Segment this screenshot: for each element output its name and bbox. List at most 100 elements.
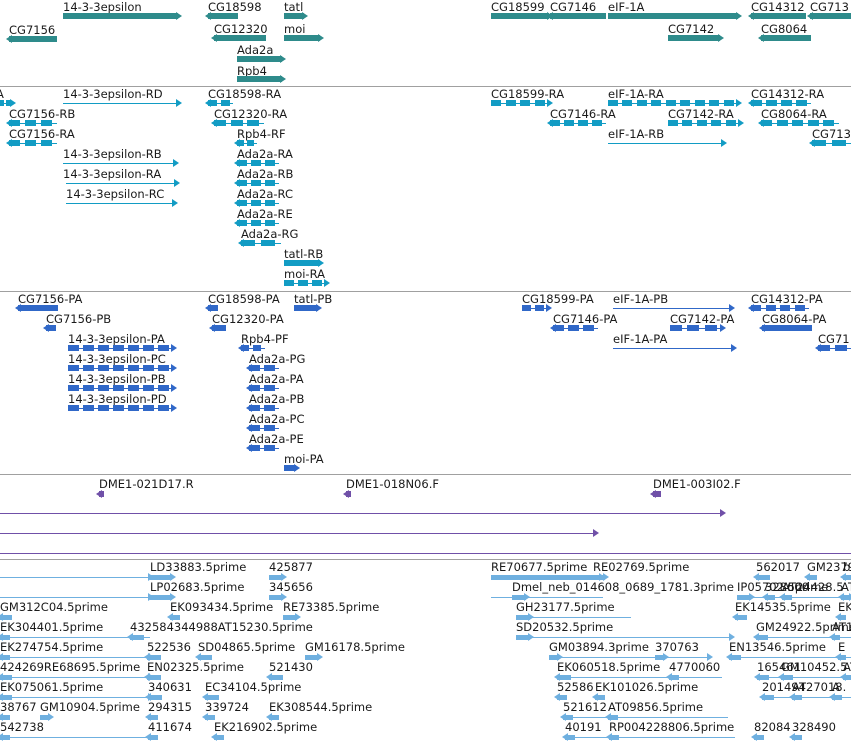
feature-glyph[interactable] bbox=[96, 490, 104, 499]
feature-glyph[interactable] bbox=[63, 159, 179, 168]
feature-glyph[interactable] bbox=[66, 199, 178, 208]
feature-glyph[interactable] bbox=[592, 693, 605, 702]
feature-glyph[interactable] bbox=[608, 139, 727, 148]
est-label[interactable]: AT09856.5prime bbox=[608, 700, 704, 714]
feature-glyph[interactable] bbox=[0, 693, 154, 702]
transcript-label[interactable]: A bbox=[0, 88, 4, 101]
feature-glyph[interactable] bbox=[593, 573, 609, 582]
feature-glyph[interactable] bbox=[516, 633, 735, 642]
gene-label[interactable]: CG7156 bbox=[9, 23, 56, 37]
feature-glyph[interactable] bbox=[246, 404, 279, 413]
track-clones[interactable]: DME1-021D17.R DME1-018N06.F DME1-003I02.F bbox=[0, 475, 851, 559]
feature-glyph[interactable] bbox=[547, 119, 606, 128]
feature-glyph[interactable] bbox=[759, 324, 812, 333]
est-label[interactable]: EK14535.5prime bbox=[735, 600, 831, 614]
transcript-label[interactable]: tatl-RB bbox=[284, 247, 324, 261]
protein-label[interactable]: 14-3-3epsilon-PD bbox=[68, 392, 167, 406]
feature-glyph[interactable] bbox=[266, 713, 279, 722]
feature-glyph[interactable] bbox=[205, 99, 233, 108]
est-label[interactable]: GM23794.5 bbox=[807, 560, 851, 574]
transcript-label[interactable]: Rpb4-RF bbox=[237, 127, 286, 141]
est-label[interactable]: b bbox=[843, 560, 851, 574]
gene-label[interactable]: moi bbox=[284, 22, 306, 36]
feature-glyph[interactable] bbox=[234, 219, 279, 228]
feature-glyph[interactable] bbox=[491, 593, 603, 602]
gene-label[interactable]: 14-3-3epsilon bbox=[63, 0, 142, 14]
est-label[interactable]: AT27018. bbox=[792, 680, 847, 694]
feature-glyph[interactable] bbox=[737, 593, 851, 602]
est-label[interactable]: EK093434.5prime bbox=[170, 600, 274, 614]
transcript-label[interactable]: eIF-1A-RB bbox=[608, 127, 665, 141]
feature-glyph[interactable] bbox=[804, 573, 817, 582]
protein-label[interactable]: Ada2a-PA bbox=[249, 372, 304, 386]
est-label[interactable]: EK bbox=[838, 600, 851, 614]
feature-glyph[interactable] bbox=[491, 12, 553, 21]
est-label[interactable]: SD20532.5prime bbox=[516, 620, 614, 634]
est-label[interactable]: EN13546.5prime bbox=[729, 640, 826, 654]
protein-label[interactable]: 14-3-3epsilon-PA bbox=[68, 332, 165, 346]
est-label[interactable]: 424269RE68695.5prime bbox=[0, 660, 141, 674]
feature-glyph[interactable] bbox=[237, 75, 286, 84]
feature-glyph[interactable] bbox=[246, 424, 279, 433]
clone-label[interactable]: DME1-003I02.F bbox=[653, 477, 741, 491]
feature-glyph[interactable] bbox=[732, 613, 747, 622]
est-label[interactable]: LP02683.5prime bbox=[150, 580, 245, 594]
feature-glyph[interactable] bbox=[68, 364, 177, 373]
feature-glyph[interactable] bbox=[63, 12, 182, 21]
est-label[interactable]: 201494 bbox=[762, 680, 806, 694]
transcript-label[interactable]: CG8064-RA bbox=[761, 107, 827, 121]
gene-label[interactable]: CG7146 bbox=[550, 0, 597, 14]
transcript-label[interactable]: 14-3-3epsilon-RA bbox=[63, 167, 162, 181]
feature-glyph[interactable] bbox=[547, 12, 606, 21]
feature-glyph[interactable] bbox=[807, 12, 851, 21]
est-label[interactable]: 432584344988AT15230.5prime bbox=[130, 620, 313, 634]
transcript-label[interactable]: CG7156-RA bbox=[9, 127, 75, 141]
feature-glyph[interactable] bbox=[68, 344, 177, 353]
protein-label[interactable]: eIF-1A-PB bbox=[613, 292, 669, 306]
feature-glyph[interactable] bbox=[284, 464, 300, 473]
est-label[interactable]: 52586 bbox=[557, 680, 594, 694]
feature-glyph[interactable] bbox=[15, 304, 58, 313]
feature-glyph[interactable] bbox=[66, 179, 180, 188]
gene-label[interactable]: CG713 bbox=[810, 0, 849, 14]
feature-glyph[interactable] bbox=[343, 490, 351, 499]
transcript-label[interactable]: 14-3-3epsilon-RD bbox=[63, 87, 163, 101]
protein-label[interactable]: CG7156-PA bbox=[18, 292, 83, 306]
feature-glyph[interactable] bbox=[266, 673, 283, 682]
feature-glyph[interactable] bbox=[234, 179, 279, 188]
feature-glyph[interactable] bbox=[0, 633, 150, 642]
est-label[interactable]: 340631 bbox=[148, 680, 192, 694]
feature-glyph[interactable] bbox=[608, 12, 742, 21]
feature-glyph[interactable] bbox=[516, 613, 631, 622]
feature-glyph[interactable] bbox=[202, 693, 219, 702]
feature-glyph[interactable] bbox=[608, 99, 742, 108]
protein-label[interactable]: Ada2a-PG bbox=[249, 352, 306, 366]
est-label[interactable]: 521612 bbox=[563, 700, 607, 714]
est-label[interactable]: 542738 bbox=[0, 720, 44, 734]
est-label[interactable]: 562017 bbox=[756, 560, 800, 574]
feature-glyph[interactable] bbox=[753, 573, 770, 582]
transcript-label[interactable]: CG12320-RA bbox=[214, 107, 288, 121]
est-label[interactable]: RE73385.5prime bbox=[283, 600, 380, 614]
feature-glyph[interactable] bbox=[211, 733, 224, 742]
est-label[interactable]: SD04865.5prime bbox=[198, 640, 296, 654]
est-label[interactable]: E bbox=[838, 640, 846, 654]
est-label[interactable]: 328600 bbox=[765, 580, 809, 594]
feature-glyph[interactable] bbox=[0, 613, 2, 622]
feature-glyph[interactable] bbox=[305, 653, 323, 662]
feature-glyph[interactable] bbox=[815, 344, 851, 353]
est-label[interactable]: RP004228806.5prime bbox=[609, 720, 735, 734]
protein-label[interactable]: CG12320-PA bbox=[212, 312, 284, 326]
est-label[interactable]: 294315 bbox=[148, 700, 192, 714]
feature-glyph[interactable] bbox=[63, 99, 182, 108]
feature-glyph[interactable] bbox=[246, 384, 279, 393]
feature-glyph[interactable] bbox=[668, 34, 724, 43]
protein-label[interactable]: Rpb4-PF bbox=[241, 332, 289, 346]
feature-glyph[interactable] bbox=[294, 304, 322, 313]
protein-label[interactable]: eIF-1A-PA bbox=[613, 332, 668, 346]
transcript-label[interactable]: 14-3-3epsilon-RC bbox=[66, 187, 165, 201]
est-label[interactable]: LD33883.5prime bbox=[150, 560, 247, 574]
feature-glyph[interactable] bbox=[670, 324, 726, 333]
est-label[interactable]: GM10452.5 bbox=[781, 660, 848, 674]
protein-label[interactable]: Ada2a-PC bbox=[249, 412, 305, 426]
